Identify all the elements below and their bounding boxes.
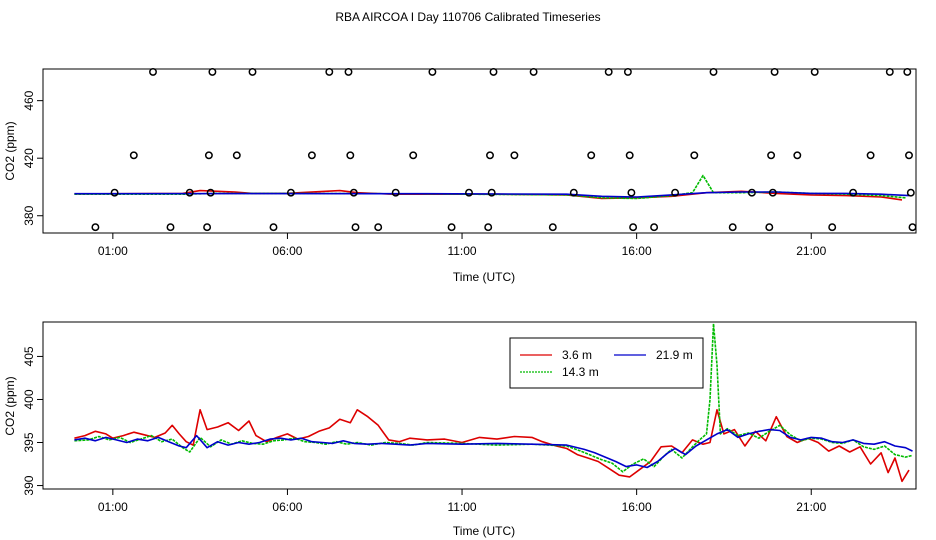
calibration-point xyxy=(765,223,774,232)
legend-label-14-3m: 14.3 m xyxy=(562,365,599,379)
series-line-21-9-m xyxy=(74,428,913,469)
calibration-point xyxy=(604,67,613,76)
calibration-point xyxy=(767,151,776,160)
calibration-point xyxy=(905,151,913,160)
calibration-point xyxy=(269,223,278,232)
y-tick-label: 395 xyxy=(22,432,36,452)
top-y-axis-label: CO2 (ppm) xyxy=(3,121,17,180)
y-tick-label: 405 xyxy=(22,346,36,366)
calibration-point xyxy=(908,223,917,232)
calibration-point xyxy=(129,151,138,160)
calibration-point xyxy=(428,67,437,76)
legend-label-3-6m: 3.6 m xyxy=(562,348,592,362)
calibration-point xyxy=(204,151,213,160)
calibration-point xyxy=(768,188,777,197)
series-line-14-3-m xyxy=(74,322,913,473)
series-line-3-6-m xyxy=(74,409,910,483)
x-tick-label: 01:00 xyxy=(98,500,128,514)
calibration-point xyxy=(906,188,915,197)
calibration-point xyxy=(344,67,353,76)
calibration-point xyxy=(486,151,494,160)
calibration-point xyxy=(747,188,756,197)
calibration-point xyxy=(307,151,316,160)
bottom-x-axis-label: Time (UTC) xyxy=(453,524,515,538)
x-tick-label: 11:00 xyxy=(447,500,476,514)
y-tick-label: 390 xyxy=(22,475,36,495)
calibration-point xyxy=(351,223,360,232)
calibration-point xyxy=(629,223,638,232)
y-tick-label: 400 xyxy=(22,389,36,409)
calibration-point xyxy=(770,67,779,76)
calibration-point xyxy=(828,223,837,232)
calibration-point xyxy=(903,67,912,76)
calibration-point xyxy=(489,67,498,76)
x-tick-label: 06:00 xyxy=(272,244,302,258)
calibration-point xyxy=(650,223,659,232)
y-tick-label: 380 xyxy=(22,205,36,225)
x-tick-label: 16:00 xyxy=(622,244,652,258)
top-panel-frame xyxy=(42,68,917,234)
bottom-y-axis-label: CO2 (ppm) xyxy=(3,376,17,435)
top-x-axis-label: Time (UTC) xyxy=(453,270,515,284)
calibration-point xyxy=(569,188,578,197)
x-tick-label: 21:00 xyxy=(796,500,826,514)
calibration-point xyxy=(529,67,538,76)
calibration-point xyxy=(110,188,119,197)
x-tick-label: 16:00 xyxy=(622,500,652,514)
calibration-point xyxy=(149,67,157,76)
legend-box xyxy=(509,337,704,389)
series-line-21-9-m xyxy=(74,191,910,198)
calibration-point xyxy=(728,223,737,232)
calibration-point xyxy=(625,151,634,160)
x-tick-label: 06:00 xyxy=(272,500,302,514)
x-tick-label: 21:00 xyxy=(796,244,826,258)
y-tick-label: 420 xyxy=(22,148,36,168)
calibration-point xyxy=(885,67,894,76)
calibration-point xyxy=(208,67,217,76)
calibration-point xyxy=(325,67,334,76)
calibration-point xyxy=(627,188,636,197)
calibration-point xyxy=(391,188,400,197)
calibration-point xyxy=(346,151,355,160)
calibration-point xyxy=(671,188,680,197)
calibration-point xyxy=(487,188,496,197)
top-panel: 01:00 06:00 11:00 16:00 21:00 380 420 460 Time… xyxy=(3,67,917,284)
calibration-point xyxy=(690,151,699,160)
calibration-point xyxy=(91,223,100,232)
calibration-point xyxy=(548,223,557,232)
calibration-point xyxy=(232,151,241,160)
calibration-point xyxy=(587,151,596,160)
calibration-point xyxy=(810,67,819,76)
calibration-point xyxy=(185,188,194,197)
calibration-point xyxy=(203,223,212,232)
x-tick-label: 01:00 xyxy=(98,244,128,258)
calibration-point xyxy=(349,188,358,197)
calibration-point xyxy=(484,223,493,232)
bottom-panel-frame xyxy=(42,321,917,490)
calibration-point xyxy=(374,223,383,232)
legend-label-21-9m: 21.9 m xyxy=(656,348,693,362)
calibration-point xyxy=(709,67,718,76)
bottom-panel: 01:00 06:00 11:00 16:00 21:00 390 395 400 405 T… xyxy=(3,321,917,538)
calibration-point xyxy=(248,67,257,76)
calibration-point xyxy=(409,151,418,160)
calibration-point xyxy=(206,188,215,197)
calibration-point xyxy=(465,188,473,197)
calibration-point xyxy=(286,188,295,197)
calibration-point xyxy=(793,151,802,160)
calibration-point xyxy=(866,151,875,160)
figure-title: RBA AIRCOA I Day 110706 Calibrated Times… xyxy=(335,10,600,24)
x-tick-label: 11:00 xyxy=(447,244,476,258)
calibration-point xyxy=(849,188,858,197)
y-tick-label: 460 xyxy=(22,90,36,110)
calibration-point xyxy=(166,223,175,232)
calibration-point xyxy=(510,151,519,160)
legend: 3.6 m 21.9 m 14.3 m xyxy=(509,337,704,389)
calibration-point xyxy=(447,223,456,232)
calibration-point xyxy=(623,67,632,76)
